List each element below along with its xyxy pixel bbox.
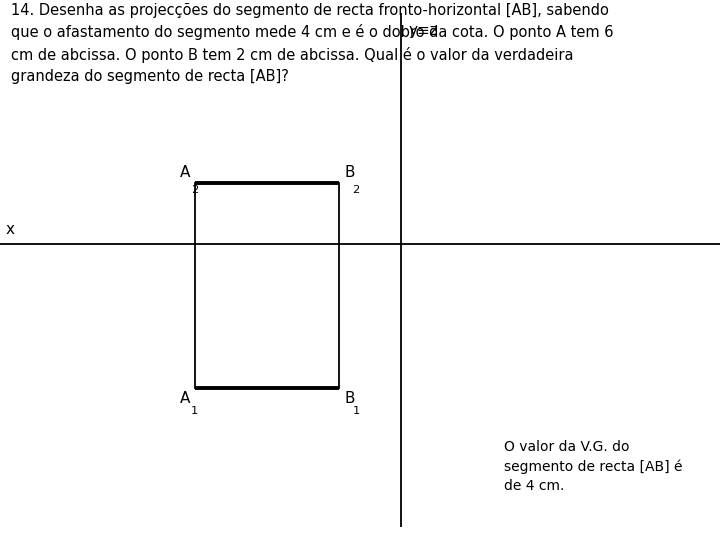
Text: x: x — [5, 221, 14, 237]
Text: 1: 1 — [191, 406, 198, 416]
Text: 1: 1 — [352, 406, 359, 416]
Text: O valor da V.G. do
segmento de recta [AB] é
de 4 cm.: O valor da V.G. do segmento de recta [AB… — [504, 440, 683, 494]
Text: 14. Desenha as projecções do segmento de recta fronto-horizontal [AB], sabendo
q: 14. Desenha as projecções do segmento de… — [11, 3, 613, 84]
Text: 2: 2 — [191, 185, 198, 195]
Text: 2: 2 — [352, 185, 359, 195]
Text: B: B — [345, 391, 355, 406]
Text: y≡z: y≡z — [409, 23, 438, 38]
Text: B: B — [345, 165, 355, 180]
Text: A: A — [180, 165, 190, 180]
Text: A: A — [180, 391, 190, 406]
